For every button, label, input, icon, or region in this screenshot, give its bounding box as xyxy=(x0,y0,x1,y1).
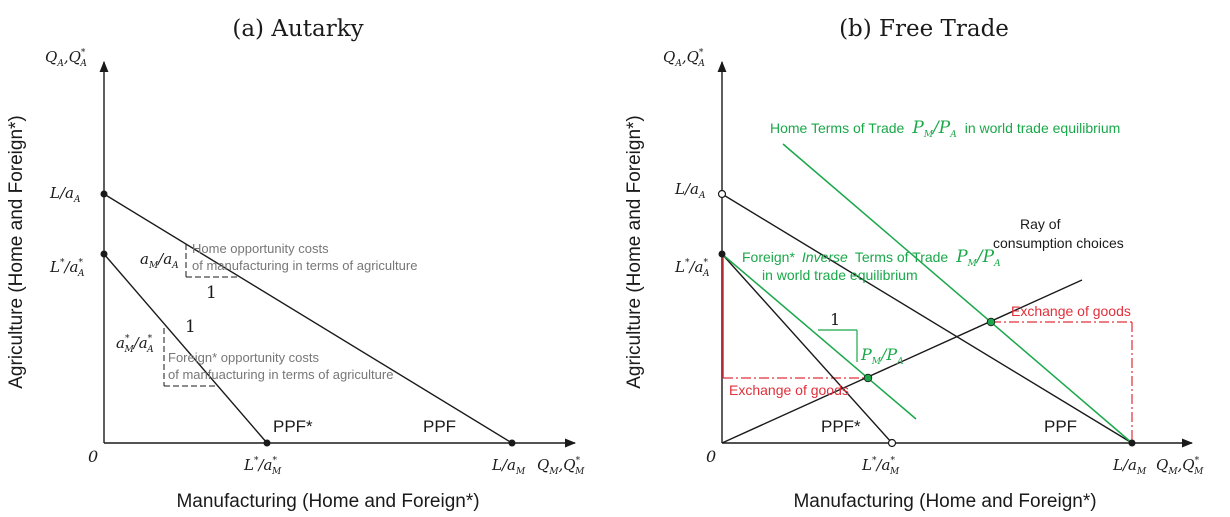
panel-a-foreign-slope-run: 1 xyxy=(185,317,196,337)
panel-autarky: (a) Autarky QA,Q* A QM,Q* M Agriculture (H… xyxy=(6,16,585,512)
panel-b-home-y-intercept-label: L/aA xyxy=(674,180,706,201)
panel-a-foreign-slope-triangle xyxy=(163,328,216,387)
panel-a-foreign-opportunity-line2: of manfuacturing in terms of agriculture xyxy=(168,367,393,382)
panel-b-foreign-exchange-rect xyxy=(722,254,868,379)
panel-b-home-tot-label: Home Terms of Trade PM/PA in world trade… xyxy=(770,118,1120,141)
panel-b-home-ppf xyxy=(721,193,1133,444)
panel-b-foreign-x-intercept-point xyxy=(887,438,897,448)
panel-a-foreign-y-intercept-point xyxy=(100,250,108,258)
panel-a-home-y-intercept-point xyxy=(100,190,108,198)
panel-a-ppf-home-label: PPF xyxy=(423,417,456,436)
panel-b-x-axis-var: QM,Q* M xyxy=(1156,456,1204,477)
panel-b-consumption-ray xyxy=(721,279,1083,444)
panel-a-foreign-y-intercept-label: L*/a* A xyxy=(49,258,85,279)
panel-b-y-axis-title: Agriculture (Home and Foreign*) xyxy=(624,115,645,389)
panel-b-foreign-ppf xyxy=(721,253,893,444)
panel-a-foreign-x-intercept-point xyxy=(263,439,271,447)
panel-a-origin: 0 xyxy=(88,447,98,466)
panel-a-foreign-x-intercept-label: L*/a* M xyxy=(243,456,282,477)
panel-b-exchange-label-home: Exchange of goods xyxy=(1011,303,1131,319)
panel-a-home-y-intercept-label: L/aA xyxy=(49,184,81,205)
panel-b-ray-label-line2: consumption choices xyxy=(993,235,1124,251)
panel-b-foreign-consumption-point xyxy=(863,373,873,383)
panel-free-trade: (b) Free Trade QA,Q* A QM,Q* M Agriculture… xyxy=(624,16,1204,512)
panel-a-foreign-ppf xyxy=(103,253,268,444)
panel-a-foreign-slope-label: a* M/a* A xyxy=(116,334,154,355)
panel-a-home-ppf xyxy=(103,193,513,444)
panel-b-foreign-tot-label: Foreign* Inverse Terms of Trade PM/PA xyxy=(742,247,1001,269)
panel-b-foreign-x-intercept-label: L*/a* M xyxy=(861,456,900,477)
panel-b-foreign-terms-of-trade-line xyxy=(721,253,917,420)
panel-b-foreign-tot-line2: in world trade equilibrium xyxy=(762,267,918,283)
panel-b-slope-price-ratio: PM/PA xyxy=(860,345,904,367)
panel-b-home-x-intercept-point xyxy=(1128,439,1136,447)
panel-b-origin: 0 xyxy=(706,447,716,466)
panel-b-x-axis-title: Manufacturing (Home and Foreign*) xyxy=(793,491,1096,512)
panel-a-foreign-opportunity-line1: Foreign* opportunity costs xyxy=(168,350,320,365)
panel-a-x-axis-var: QM,Q* M xyxy=(537,456,585,477)
panel-a-home-x-intercept-label: L/aM xyxy=(491,456,526,477)
panel-a-y-axis-title: Agriculture (Home and Foreign*) xyxy=(6,115,27,389)
panel-a-home-slope-triangle xyxy=(185,244,240,278)
panel-a-x-axis-title: Manufacturing (Home and Foreign*) xyxy=(176,491,479,512)
panel-b-ppf-home-label: PPF xyxy=(1044,417,1077,436)
panel-b-home-terms-of-trade-line xyxy=(782,143,1133,444)
panel-b-y-axis-var: QA,Q* A xyxy=(663,48,705,69)
panel-a-home-x-intercept-point xyxy=(508,439,516,447)
panel-b-exchange-label-foreign: Exchange of goods xyxy=(729,382,849,398)
panel-b-home-exchange-rect xyxy=(991,321,1133,443)
panel-b-title: (b) Free Trade xyxy=(839,16,1009,42)
panel-b-foreign-y-intercept-label: L*/a* A xyxy=(674,258,710,279)
panel-a-home-opportunity-line1: Home opportunity costs xyxy=(192,241,329,256)
panel-b-home-consumption-point xyxy=(986,317,996,327)
panel-b-ray-label-line1: Ray of xyxy=(1020,216,1061,232)
panel-a-title: (a) Autarky xyxy=(232,16,363,42)
panel-a-home-opportunity-line2: of manufacturing in terms of agriculture xyxy=(192,258,417,273)
panel-a-home-slope-label: aM/aA xyxy=(140,250,179,271)
panel-a-home-slope-run: 1 xyxy=(206,283,217,303)
panel-b-slope-run: 1 xyxy=(830,310,840,329)
panel-b-home-y-intercept-point xyxy=(717,189,727,199)
panel-b-ppf-foreign-label: PPF* xyxy=(821,417,861,436)
panel-b-slope-triangle xyxy=(818,329,858,362)
panel-a-ppf-foreign-label: PPF* xyxy=(273,417,313,436)
panel-b-foreign-y-intercept-point xyxy=(718,250,726,258)
panel-b-home-x-intercept-label: L/aM xyxy=(1112,456,1147,477)
panel-a-y-axis-var: QA,Q* A xyxy=(45,48,87,69)
